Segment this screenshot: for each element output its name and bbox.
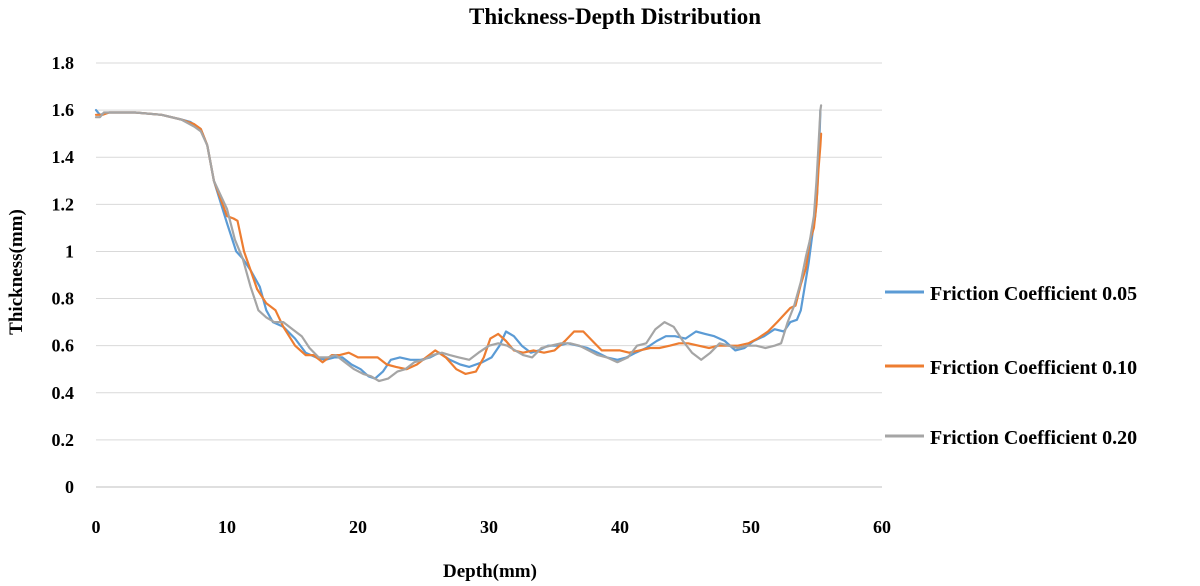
series-line-3 <box>94 104 823 383</box>
y-tick-label: 0.4 <box>52 383 75 403</box>
x-tick-label: 40 <box>611 517 629 537</box>
legend-label: Friction Coefficient 0.05 <box>930 283 1137 305</box>
y-tick-label: 0.6 <box>52 336 75 356</box>
y-tick-label: 0.2 <box>52 430 75 450</box>
x-tick-label: 10 <box>218 517 236 537</box>
series-line-1 <box>94 109 822 380</box>
y-tick-label: 1 <box>65 241 74 261</box>
legend: Friction Coefficient 0.05 Friction Coeffi… <box>885 283 1137 449</box>
legend-label: Friction Coefficient 0.10 <box>930 357 1137 379</box>
y-tick-label: 1.8 <box>52 53 75 73</box>
y-tick-labels: 0 0.2 0.4 0.6 0.8 1 1.2 1.4 1.6 1.8 <box>52 53 75 497</box>
y-tick-label: 1.6 <box>52 100 75 120</box>
y-tick-label: 1.4 <box>52 147 75 167</box>
series-line-2 <box>94 111 823 375</box>
x-tick-label: 60 <box>873 517 891 537</box>
x-tick-label: 50 <box>742 517 760 537</box>
x-tick-labels: 0 10 20 30 40 50 60 <box>92 517 892 537</box>
legend-label: Friction Coefficient 0.20 <box>930 427 1137 449</box>
series-lines <box>94 104 823 383</box>
y-tick-label: 1.2 <box>52 194 75 214</box>
x-tick-label: 0 <box>92 517 101 537</box>
x-axis-title: Depth(mm) <box>443 561 537 582</box>
y-axis-title: Thickness(mm) <box>6 209 27 335</box>
y-tick-label: 0 <box>65 477 74 497</box>
x-tick-label: 30 <box>480 517 498 537</box>
gridlines <box>96 62 882 441</box>
chart-title: Thickness-Depth Distribution <box>469 4 761 29</box>
y-tick-label: 0.8 <box>52 289 75 309</box>
x-tick-label: 20 <box>349 517 367 537</box>
